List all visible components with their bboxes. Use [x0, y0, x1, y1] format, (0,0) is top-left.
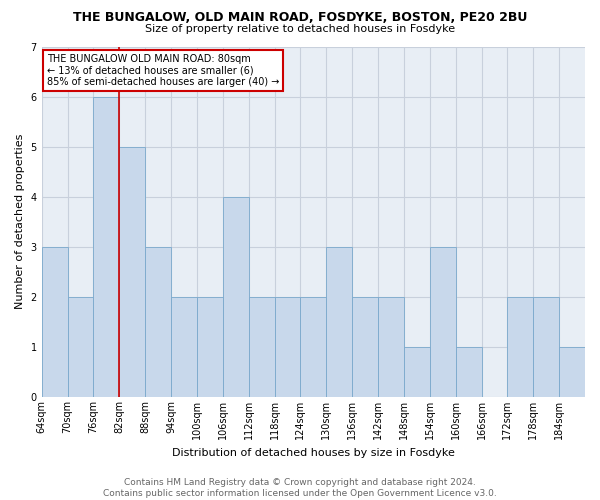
Bar — [301, 297, 326, 397]
Bar — [145, 247, 171, 397]
Bar — [223, 196, 248, 397]
Bar — [378, 297, 404, 397]
Text: Size of property relative to detached houses in Fosdyke: Size of property relative to detached ho… — [145, 24, 455, 34]
Bar — [41, 247, 68, 397]
Bar — [533, 297, 559, 397]
Bar — [275, 297, 301, 397]
Bar — [326, 247, 352, 397]
Text: Contains HM Land Registry data © Crown copyright and database right 2024.
Contai: Contains HM Land Registry data © Crown c… — [103, 478, 497, 498]
Bar — [352, 297, 378, 397]
Text: THE BUNGALOW OLD MAIN ROAD: 80sqm
← 13% of detached houses are smaller (6)
85% o: THE BUNGALOW OLD MAIN ROAD: 80sqm ← 13% … — [47, 54, 280, 86]
Bar — [119, 146, 145, 397]
Bar — [248, 297, 275, 397]
Bar — [197, 297, 223, 397]
Bar — [455, 347, 482, 397]
Bar — [508, 297, 533, 397]
Bar — [171, 297, 197, 397]
Bar — [559, 347, 585, 397]
Bar — [94, 96, 119, 397]
Bar — [404, 347, 430, 397]
Bar — [68, 297, 94, 397]
Text: THE BUNGALOW, OLD MAIN ROAD, FOSDYKE, BOSTON, PE20 2BU: THE BUNGALOW, OLD MAIN ROAD, FOSDYKE, BO… — [73, 11, 527, 24]
Bar — [430, 247, 455, 397]
Y-axis label: Number of detached properties: Number of detached properties — [15, 134, 25, 310]
X-axis label: Distribution of detached houses by size in Fosdyke: Distribution of detached houses by size … — [172, 448, 455, 458]
